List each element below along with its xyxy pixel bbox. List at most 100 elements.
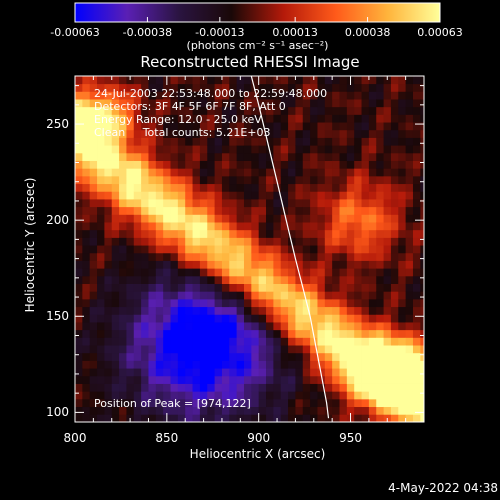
heatmap-cell bbox=[346, 206, 355, 215]
heatmap-cell bbox=[104, 83, 113, 92]
heatmap-cell bbox=[390, 76, 399, 85]
heatmap-cell bbox=[310, 268, 318, 277]
heatmap-cell bbox=[324, 283, 333, 292]
heatmap-cell bbox=[405, 398, 414, 408]
heatmap-cell bbox=[288, 129, 296, 138]
heatmap-cell bbox=[383, 322, 392, 331]
heatmap-cell bbox=[75, 152, 83, 161]
heatmap-cell bbox=[141, 129, 149, 138]
heatmap-cell bbox=[266, 322, 274, 331]
observation-info: 24-Jul-2003 22:53:48.000 to 22:59:48.000… bbox=[94, 87, 327, 139]
heatmap-cell bbox=[258, 245, 267, 254]
heatmap-cell bbox=[155, 145, 164, 154]
heatmap-cell bbox=[412, 99, 421, 108]
colorbar-tick-label: -0.00038 bbox=[122, 26, 173, 39]
heatmap-cell bbox=[332, 137, 340, 146]
heatmap-cell bbox=[75, 360, 83, 369]
heatmap-cell bbox=[214, 360, 223, 369]
heatmap-cell bbox=[412, 322, 421, 331]
heatmap-cell bbox=[214, 145, 223, 154]
heatmap-cell bbox=[207, 160, 215, 169]
heatmap-cell bbox=[317, 329, 326, 338]
heatmap-cell bbox=[89, 337, 98, 346]
heatmap-cell bbox=[280, 345, 289, 354]
heatmap-cell bbox=[199, 368, 208, 377]
heatmap-cell bbox=[251, 160, 260, 169]
heatmap-cell bbox=[266, 406, 274, 415]
heatmap-cell bbox=[192, 360, 201, 369]
heatmap-cell bbox=[266, 391, 274, 400]
heatmap-cell bbox=[133, 268, 142, 277]
heatmap-cell bbox=[266, 298, 274, 308]
heatmap-cell bbox=[288, 106, 296, 115]
heatmap-cell bbox=[177, 375, 186, 384]
heatmap-cell bbox=[126, 291, 135, 300]
heatmap-cell bbox=[243, 168, 252, 177]
heatmap-cell bbox=[368, 306, 377, 315]
heatmap-cell bbox=[170, 106, 179, 115]
heatmap-cell bbox=[273, 191, 282, 200]
heatmap-cell bbox=[243, 352, 252, 361]
heatmap-cell bbox=[361, 245, 370, 254]
heatmap-cell bbox=[148, 345, 157, 354]
heatmap-cell bbox=[163, 206, 171, 215]
heatmap-cell bbox=[221, 152, 230, 161]
heatmap-cell bbox=[229, 199, 238, 208]
heatmap-cell bbox=[141, 206, 149, 215]
heatmap-cell bbox=[126, 175, 135, 185]
heatmap-cell bbox=[82, 183, 91, 192]
heatmap-cell bbox=[133, 260, 142, 269]
heatmap-cell bbox=[383, 222, 392, 231]
heatmap-cell bbox=[192, 298, 201, 308]
heatmap-cell bbox=[310, 129, 318, 138]
heatmap-cell bbox=[82, 291, 91, 300]
heatmap-cell bbox=[258, 175, 267, 185]
heatmap-cell bbox=[361, 360, 370, 369]
heatmap-cell bbox=[420, 383, 424, 392]
heatmap-cell bbox=[280, 191, 289, 200]
heatmap-cell bbox=[361, 368, 370, 377]
heatmap-cell bbox=[133, 145, 142, 154]
heatmap-cell bbox=[229, 152, 238, 161]
heatmap-cell bbox=[346, 99, 355, 108]
heatmap-cell bbox=[398, 106, 407, 115]
heatmap-cell bbox=[229, 322, 238, 331]
heatmap-cell bbox=[266, 237, 274, 246]
heatmap-cell bbox=[89, 206, 98, 215]
heatmap-cell bbox=[199, 360, 208, 369]
heatmap-cell bbox=[405, 268, 414, 277]
heatmap-cell bbox=[214, 129, 223, 138]
heatmap-cell bbox=[346, 391, 355, 400]
heatmap-cell bbox=[383, 175, 392, 185]
heatmap-cell bbox=[390, 268, 399, 277]
heatmap-cell bbox=[273, 168, 282, 177]
heatmap-cell bbox=[148, 222, 157, 231]
heatmap-cell bbox=[199, 329, 208, 338]
heatmap-cell bbox=[199, 83, 208, 92]
heatmap-cell bbox=[192, 222, 201, 231]
heatmap-cell bbox=[192, 76, 201, 85]
heatmap-cell bbox=[251, 168, 260, 177]
heatmap-cell bbox=[236, 298, 245, 308]
heatmap-cell bbox=[310, 191, 318, 200]
heatmap-cell bbox=[236, 398, 245, 408]
heatmap-cell bbox=[126, 252, 135, 261]
heatmap-cell bbox=[405, 322, 414, 331]
heatmap-cell bbox=[376, 145, 384, 154]
heatmap-cell bbox=[317, 306, 326, 315]
heatmap-cell bbox=[420, 229, 424, 238]
heatmap-cell bbox=[133, 406, 142, 415]
heatmap-cell bbox=[104, 337, 113, 346]
heatmap-cell bbox=[332, 83, 340, 92]
heatmap-cell bbox=[75, 291, 83, 300]
heatmap-cell bbox=[354, 406, 362, 415]
heatmap-cell bbox=[104, 291, 113, 300]
heatmap-cell bbox=[236, 145, 245, 154]
heatmap-cell bbox=[310, 83, 318, 92]
heatmap-cell bbox=[97, 229, 105, 238]
heatmap-cell bbox=[258, 145, 267, 154]
heatmap-cell bbox=[133, 175, 142, 185]
heatmap-cell bbox=[398, 160, 407, 169]
heatmap-cell bbox=[266, 83, 274, 92]
heatmap-cell bbox=[295, 368, 304, 377]
